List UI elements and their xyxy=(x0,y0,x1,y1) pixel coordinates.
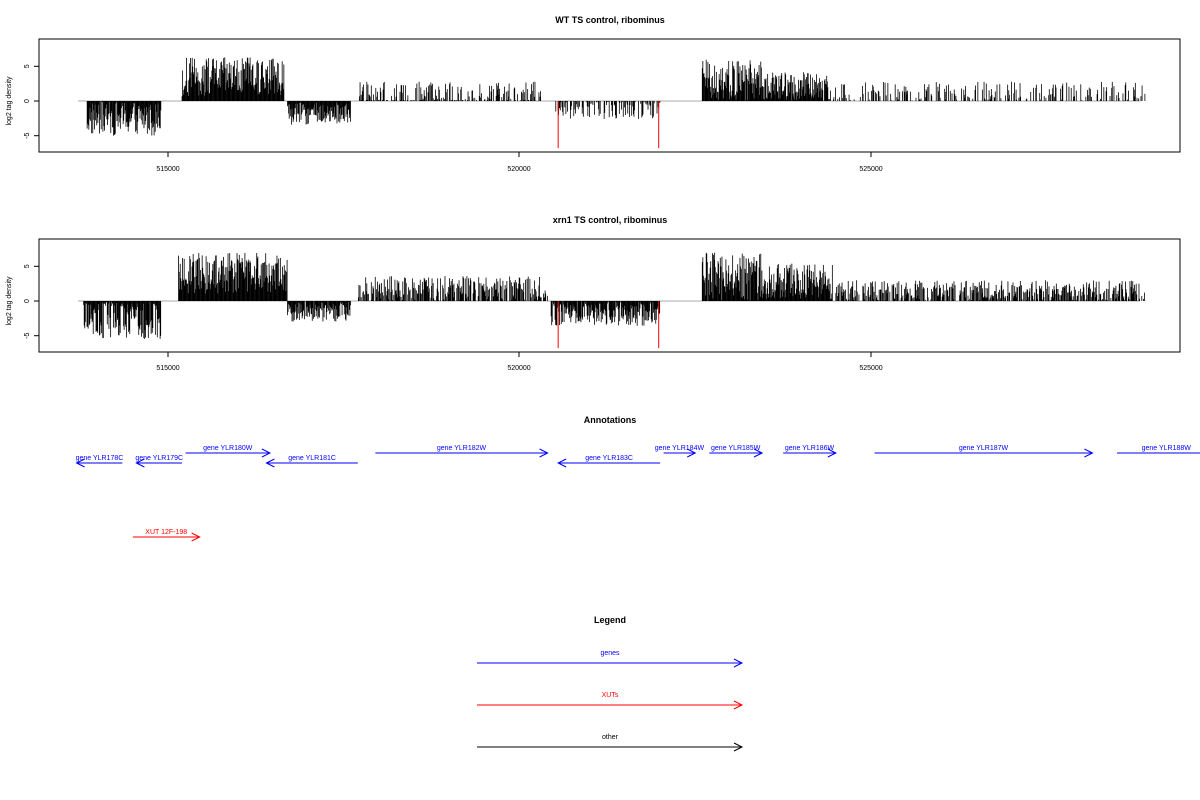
legend-item-other: other xyxy=(477,734,744,752)
xrn1-y-tick-label: 0 xyxy=(24,299,31,303)
xrn1-y-axis: -5 0 5 log2 tag density xyxy=(6,264,40,339)
wt-y-tick-label: -5 xyxy=(24,132,31,138)
feature-arrow-head xyxy=(261,448,272,458)
annotation-feature: XUT 12F-198 xyxy=(132,529,201,542)
feature-arrow-head xyxy=(265,458,275,468)
legend-arrow-head xyxy=(733,700,744,710)
feature-arrow-head xyxy=(1084,448,1094,458)
feature-label: gene YLR183C xyxy=(585,455,633,462)
wt-panel: WT TS control, ribominus -5 0 5 log2 tag… xyxy=(6,15,1181,173)
wt-y-axis-label: log2 tag density xyxy=(6,76,13,126)
annotations-track: Annotations gene YLR178C gene YLR179Cgene… xyxy=(75,415,1200,542)
wt-x-tick-label: 520000 xyxy=(507,166,530,173)
wt-x-tick-label: 515000 xyxy=(156,166,179,173)
annotation-feature: gene YLR180W xyxy=(185,445,272,458)
feature-arrow-head xyxy=(687,448,697,458)
feature-arrow-head xyxy=(539,448,549,458)
annotation-feature: gene YLR185W xyxy=(709,445,764,458)
feature-arrow-head xyxy=(191,532,201,542)
feature-label: gene YLR180W xyxy=(203,445,253,452)
xrn1-y-tick-label: 5 xyxy=(24,264,31,268)
legend-item-xuts: XUTs xyxy=(477,692,744,710)
feature-arrow-head xyxy=(753,448,764,458)
annotation-feature: gene YLR186W xyxy=(783,445,837,458)
feature-label: gene YLR184W xyxy=(655,445,705,452)
legend-item-genes: genes xyxy=(477,650,744,668)
legend-arrow-head xyxy=(733,658,744,668)
annotation-feature: gene YLR179C xyxy=(135,455,183,468)
annotation-feature: gene YLR184W xyxy=(655,445,705,458)
legend: Legend genes XUTs other xyxy=(477,615,744,752)
feature-label: gene YLR188W xyxy=(1142,445,1192,452)
feature-label: gene YLR181C xyxy=(288,455,336,462)
wt-y-tick-label: 5 xyxy=(24,64,31,68)
legend-title: Legend xyxy=(594,615,626,625)
xrn1-x-tick-label: 525000 xyxy=(859,365,882,372)
wt-panel-title: WT TS control, ribominus xyxy=(555,15,665,25)
xrn1-x-axis: 515000 520000 525000 xyxy=(156,352,883,372)
annotation-feature: gene YLR187W xyxy=(874,445,1094,458)
legend-label: genes xyxy=(600,650,620,657)
xrn1-x-tick-label: 520000 xyxy=(507,365,530,372)
feature-label: XUT 12F-198 xyxy=(145,529,187,536)
feature-label: gene YLR185W xyxy=(711,445,761,452)
legend-label: XUTs xyxy=(602,692,619,699)
annotations-title: Annotations xyxy=(584,415,637,425)
feature-arrow-head xyxy=(827,448,837,458)
wt-y-axis: -5 0 5 log2 tag density xyxy=(6,64,40,139)
annotation-feature: gene YLR181C xyxy=(265,455,358,468)
xrn1-panel: xrn1 TS control, ribominus -5 0 5 log2 t… xyxy=(6,215,1181,372)
xrn1-density-bars xyxy=(83,252,1146,349)
legend-label: other xyxy=(602,734,619,741)
xrn1-panel-title: xrn1 TS control, ribominus xyxy=(553,215,668,225)
feature-label: gene YLR182W xyxy=(437,445,487,452)
annotation-features: gene YLR178C gene YLR179C gene YLR180W gene… xyxy=(75,445,1200,542)
annotation-feature: gene YLR183C xyxy=(557,455,661,468)
wt-x-axis: 515000 520000 525000 xyxy=(156,152,883,173)
annotation-feature: gene YLR178C xyxy=(75,455,124,468)
wt-density-bars xyxy=(86,57,1146,149)
feature-label: gene YLR179C xyxy=(135,455,183,462)
xrn1-x-tick-label: 515000 xyxy=(156,365,179,372)
feature-arrow-head xyxy=(557,458,567,468)
feature-arrow-head xyxy=(75,458,85,468)
wt-x-tick-label: 525000 xyxy=(859,166,882,173)
feature-arrow-head xyxy=(135,458,145,468)
feature-label: gene YLR186W xyxy=(785,445,835,452)
xrn1-y-tick-label: -5 xyxy=(24,332,31,338)
legend-arrow-head xyxy=(733,742,744,752)
wt-y-tick-label: 0 xyxy=(24,99,31,103)
xrn1-y-axis-label: log2 tag density xyxy=(6,276,13,326)
feature-label: gene YLR187W xyxy=(959,445,1009,452)
feature-label: gene YLR178C xyxy=(76,455,124,462)
annotation-feature: gene YLR182W xyxy=(375,445,549,458)
annotation-feature: gene YLR188W xyxy=(1117,445,1200,454)
